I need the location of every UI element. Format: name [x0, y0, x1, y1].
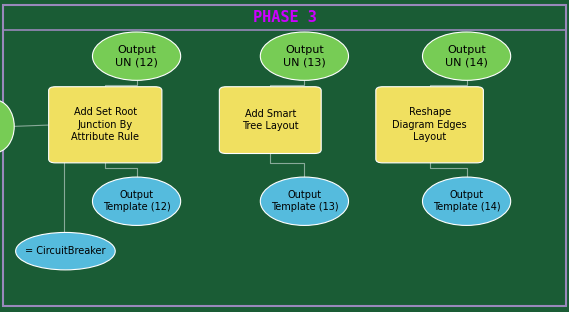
- Ellipse shape: [92, 177, 181, 226]
- Ellipse shape: [422, 32, 511, 80]
- Text: PHASE 3: PHASE 3: [253, 10, 316, 25]
- Ellipse shape: [0, 100, 14, 153]
- Text: Output
Template (12): Output Template (12): [102, 190, 171, 212]
- Text: Output
UN (13): Output UN (13): [283, 45, 326, 67]
- FancyBboxPatch shape: [376, 87, 483, 163]
- Ellipse shape: [260, 32, 348, 80]
- FancyBboxPatch shape: [219, 87, 321, 154]
- Ellipse shape: [16, 232, 115, 270]
- Text: Output
UN (14): Output UN (14): [445, 45, 488, 67]
- Ellipse shape: [422, 177, 511, 226]
- Ellipse shape: [260, 177, 348, 226]
- Text: Output
UN (12): Output UN (12): [115, 45, 158, 67]
- FancyBboxPatch shape: [49, 87, 162, 163]
- Text: Add Smart
Tree Layout: Add Smart Tree Layout: [242, 109, 299, 131]
- Text: Output
Template (14): Output Template (14): [433, 190, 500, 212]
- Text: Reshape
Diagram Edges
Layout: Reshape Diagram Edges Layout: [392, 107, 467, 142]
- Text: Output
Template (13): Output Template (13): [271, 190, 338, 212]
- Ellipse shape: [92, 32, 181, 80]
- Text: Add Set Root
Junction By
Attribute Rule: Add Set Root Junction By Attribute Rule: [71, 107, 139, 142]
- Text: = CircuitBreaker: = CircuitBreaker: [25, 246, 106, 256]
